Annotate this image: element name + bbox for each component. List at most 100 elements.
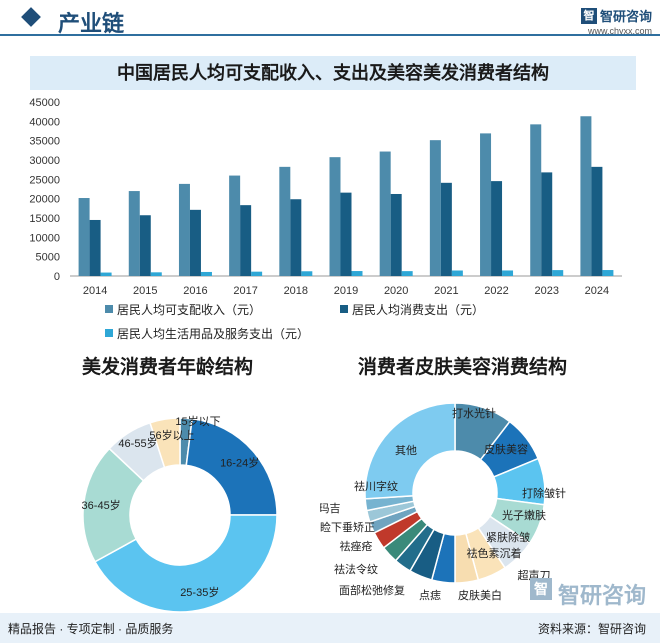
bar-2014-s1: [78, 198, 90, 276]
pie-label: 46-55岁: [118, 436, 157, 450]
bar-2014-s2: [89, 219, 101, 276]
pie-label: 上睑下垂矫正: [320, 521, 375, 534]
diamond-icon: [21, 7, 41, 27]
header-divider: [0, 34, 660, 36]
slice-56岁以上: [149, 417, 181, 469]
legend-swatch: [340, 305, 348, 313]
bar-2017-s1: [229, 175, 241, 276]
y-tick-label: 10000: [29, 232, 60, 244]
y-tick-label: 25000: [29, 174, 60, 186]
bar-2018-s3: [301, 271, 313, 276]
slice-16-24岁: [185, 417, 278, 516]
pie-label: 56岁以上: [149, 428, 194, 442]
y-tick-label: 5000: [36, 252, 60, 264]
x-tick-label: 2020: [384, 285, 408, 297]
x-tick-label: 2017: [233, 285, 257, 297]
pie-label: 祛痤疮: [340, 539, 373, 553]
x-tick-label: 2022: [484, 285, 508, 297]
legend-label: 居民人均消费支出（元）: [352, 303, 484, 317]
pie-label: 光子嫩肤: [502, 508, 546, 522]
watermark-logo-icon: 智: [529, 578, 552, 600]
pie-label: 祛法令纹: [334, 562, 378, 576]
pie-label: 热玛吉: [320, 502, 341, 515]
pie-label: 皮肤美容: [484, 442, 528, 456]
x-tick-label: 2016: [183, 285, 207, 297]
pie-label: 皮肤美白: [458, 588, 502, 602]
legend-label: 居民人均可支配收入（元）: [117, 303, 261, 317]
bar-2016-s1: [178, 183, 190, 276]
x-tick-label: 2024: [585, 285, 609, 297]
bar-2015-s2: [139, 215, 151, 276]
bar-2015-s1: [128, 191, 140, 276]
pie-label: 15岁以下: [175, 414, 220, 428]
bar-2023-s1: [530, 124, 542, 276]
bar-2022-s2: [491, 181, 503, 276]
x-tick-label: 2023: [534, 285, 558, 297]
bar-2023-s3: [552, 270, 564, 276]
legend-swatch: [105, 329, 113, 337]
bar-2018-s1: [279, 166, 291, 276]
watermark: 智智研咨询: [529, 578, 646, 610]
pie-label: 36-45岁: [82, 498, 121, 512]
bar-2017-s3: [251, 271, 263, 276]
bar-2024-s1: [580, 116, 592, 276]
bar-2019-s3: [351, 271, 363, 276]
bar-2017-s2: [240, 205, 252, 276]
bar-2015-s3: [150, 272, 162, 276]
y-tick-label: 35000: [29, 136, 60, 148]
pie-label: 祛色素沉着: [467, 546, 522, 560]
watermark-text: 智研咨询: [557, 583, 646, 608]
bar-2024-s2: [591, 166, 603, 276]
bar-chart: 0 5000 10000 15000 20000 25000 30000 35000 40000…: [29, 97, 622, 341]
y-tick-label: 30000: [29, 155, 60, 167]
y-tick-label: 45000: [29, 97, 60, 109]
bar-2022-s1: [480, 133, 492, 276]
x-tick-label: 2015: [133, 285, 157, 297]
pie-label: 其他: [395, 444, 417, 457]
x-tick-label: 2019: [334, 285, 358, 297]
pie-label: 点痣: [419, 588, 441, 602]
pie-label: 25-35岁: [180, 585, 219, 599]
brand-url: www.chyxx.com: [587, 26, 652, 36]
footer: 精品报告 · 专项定制 · 品质服务 资料来源：智研咨询: [0, 613, 660, 643]
pie-label: 打除皱针: [522, 486, 566, 500]
y-tick-label: 0: [54, 271, 60, 283]
bar-2021-s1: [429, 140, 441, 276]
pie-label: 紧肤除皱: [486, 530, 530, 544]
x-tick-label: 2014: [83, 285, 107, 297]
y-tick-label: 40000: [29, 116, 60, 128]
pie-label: 面部松弛修复: [339, 583, 405, 597]
legend-swatch: [105, 305, 113, 313]
main-title: 中国居民人均可支配收入、支出及美容美发消费者结构: [117, 63, 549, 83]
bar-2016-s2: [189, 209, 201, 276]
bar-2020-s1: [379, 151, 391, 276]
brand-name: 智研咨询: [599, 9, 652, 24]
footer-source: 资料来源：智研咨询: [537, 622, 646, 636]
page-title: 产业链: [58, 11, 125, 36]
bar-2021-s2: [440, 182, 452, 276]
main-title-bar: 中国居民人均可支配收入、支出及美容美发消费者结构: [30, 56, 636, 90]
bar-2016-s3: [200, 271, 212, 276]
skin-donut-chart: 打水光针皮肤美容打除皱针光子嫩肤紧肤除皱祛色素沉着超声刀皮肤美白点痣面部松弛修复…: [320, 402, 566, 602]
y-tick-label: 20000: [29, 194, 60, 206]
bar-2019-s2: [340, 192, 352, 276]
bar-2019-s1: [329, 157, 341, 276]
pie-label: 打水光针: [452, 406, 496, 420]
x-tick-label: 2021: [434, 285, 458, 297]
pie-label: 祛川字纹: [354, 479, 398, 493]
bar-2024-s3: [602, 270, 614, 276]
bar-2023-s2: [541, 172, 553, 276]
footer-tagline: 精品报告 · 专项定制 · 品质服务: [8, 622, 174, 636]
pie-label: 16-24岁: [220, 455, 259, 469]
bar-2018-s2: [290, 199, 302, 276]
y-tick-label: 15000: [29, 213, 60, 225]
brand: 智智研咨询 www.chyxx.com: [580, 6, 652, 36]
bar-2014-s3: [100, 272, 112, 276]
page-header: 产业链 智智研咨询 www.chyxx.com: [0, 0, 660, 40]
bar-2020-s3: [401, 271, 413, 276]
slice-其他: [364, 402, 456, 500]
bar-2020-s2: [390, 193, 402, 276]
legend-label: 居民人均生活用品及服务支出（元）: [117, 326, 309, 341]
bar-2021-s3: [451, 270, 463, 276]
